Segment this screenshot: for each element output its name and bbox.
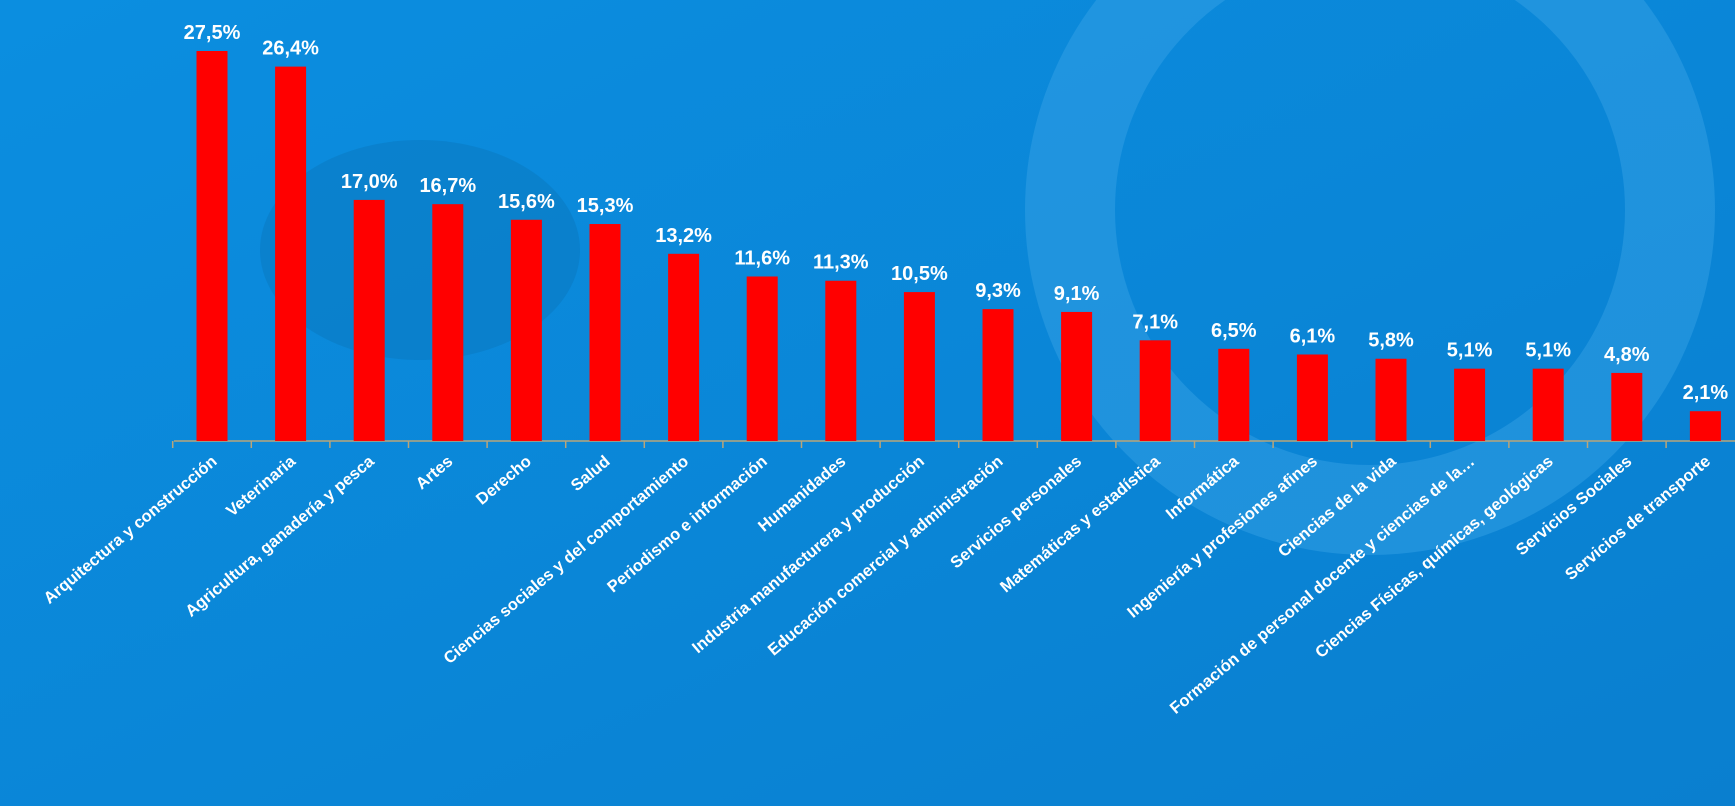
logo-decoration xyxy=(1025,0,1715,555)
value-label: 9,1% xyxy=(1054,283,1100,305)
bar xyxy=(1611,372,1643,441)
bar xyxy=(668,253,700,441)
value-label: 5,1% xyxy=(1447,340,1493,362)
value-label: 10,5% xyxy=(891,263,948,285)
bar xyxy=(432,204,464,441)
background-shadow xyxy=(260,140,580,360)
value-label: 4,8% xyxy=(1604,344,1650,366)
bar xyxy=(1375,358,1407,441)
bar xyxy=(589,224,621,441)
value-label: 27,5% xyxy=(184,22,241,44)
bar xyxy=(1218,348,1250,441)
bar xyxy=(196,51,228,441)
value-label: 11,3% xyxy=(813,252,869,274)
value-label: 5,1% xyxy=(1525,340,1571,362)
bar xyxy=(903,292,935,441)
value-label: 6,5% xyxy=(1211,320,1257,342)
bar xyxy=(746,276,778,441)
bar xyxy=(825,280,857,441)
value-label: 7,1% xyxy=(1132,311,1178,333)
bar xyxy=(1296,354,1328,441)
value-label: 5,8% xyxy=(1368,330,1414,352)
value-label: 9,3% xyxy=(975,280,1021,302)
bar xyxy=(1061,311,1093,441)
bar xyxy=(1454,368,1486,441)
value-label: 6,1% xyxy=(1290,325,1336,347)
value-label: 17,0% xyxy=(341,171,398,193)
value-label: 15,6% xyxy=(498,191,555,213)
bar xyxy=(275,66,307,441)
bar xyxy=(1139,340,1171,441)
value-label: 11,6% xyxy=(734,247,790,269)
bar xyxy=(1689,411,1721,441)
value-label: 15,3% xyxy=(577,195,634,217)
bar xyxy=(510,219,542,441)
value-label: 2,1% xyxy=(1683,382,1729,404)
bar xyxy=(353,199,385,441)
bar xyxy=(982,309,1014,441)
value-label: 26,4% xyxy=(262,38,319,60)
value-label: 16,7% xyxy=(419,175,476,197)
value-label: 13,2% xyxy=(655,225,712,247)
bar xyxy=(1532,368,1564,441)
